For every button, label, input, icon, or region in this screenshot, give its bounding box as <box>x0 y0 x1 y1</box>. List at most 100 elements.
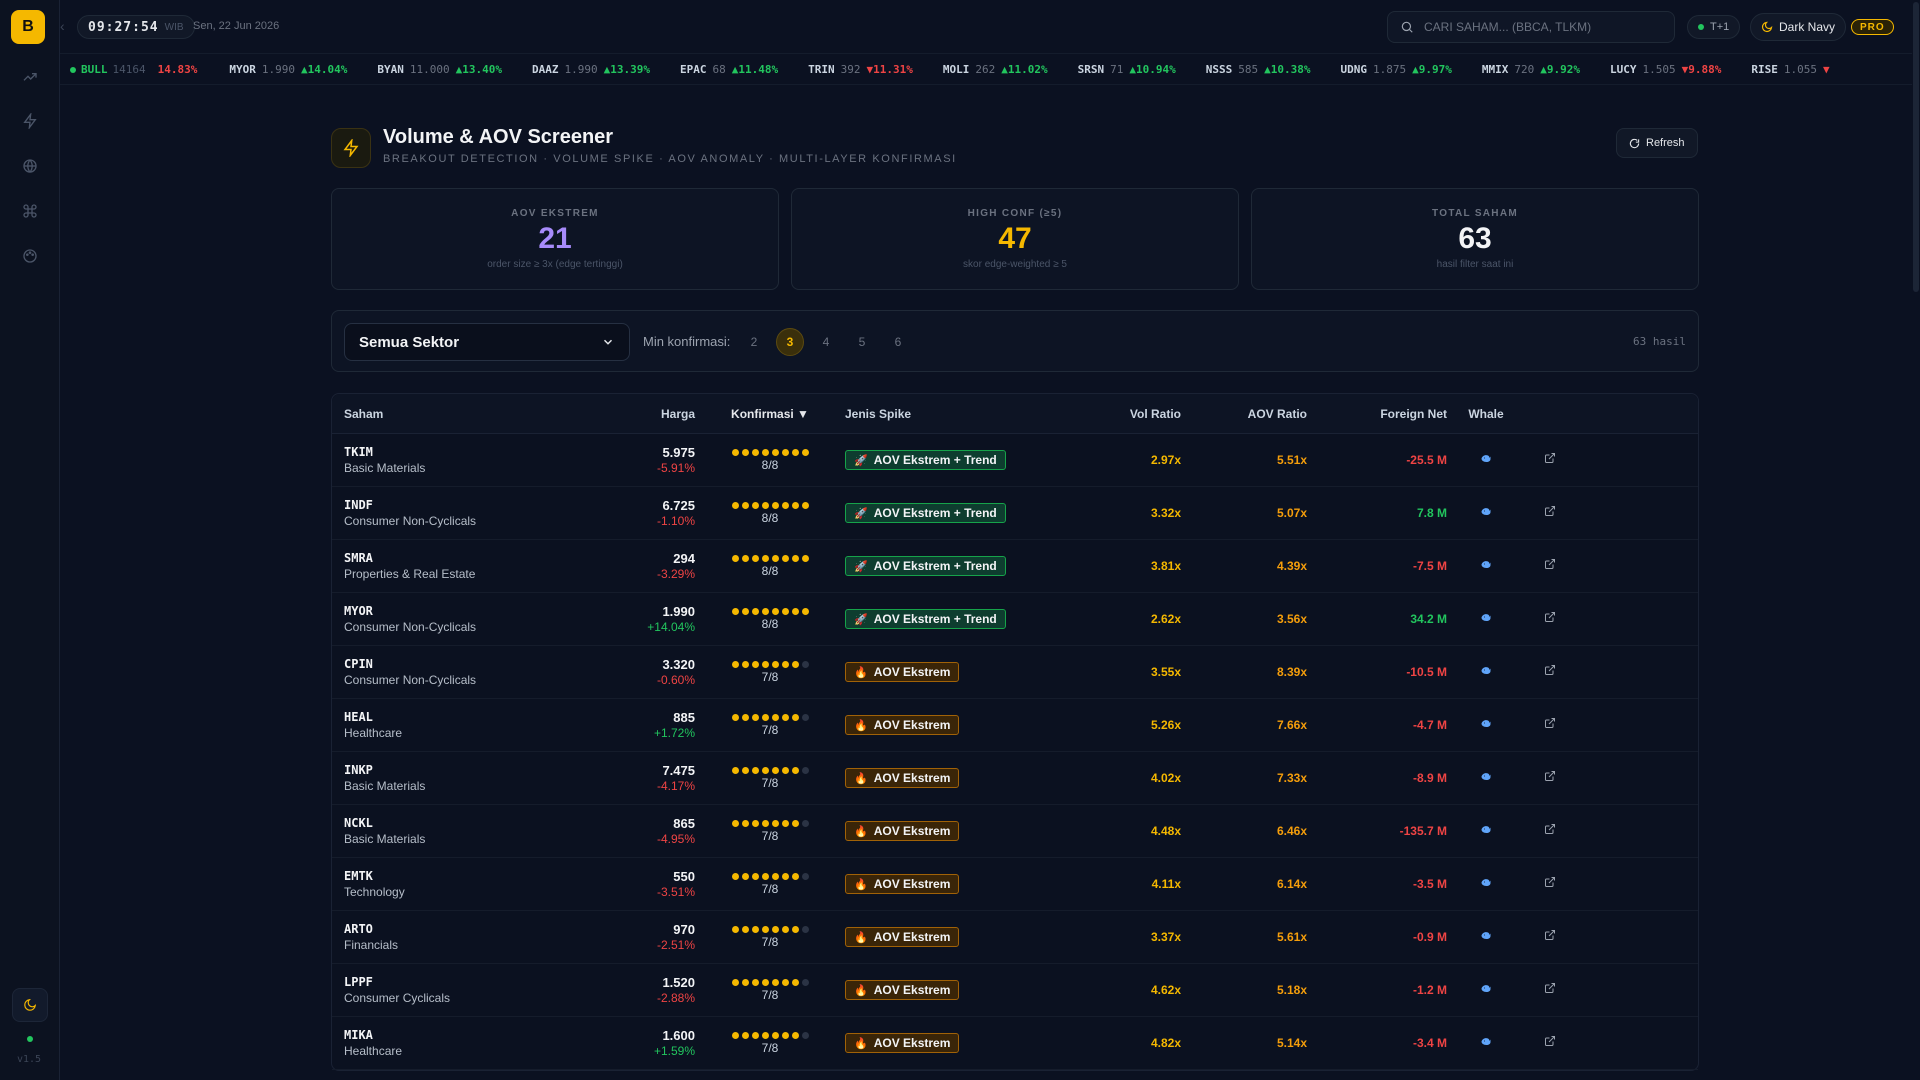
stock-code[interactable]: SMRA <box>344 551 373 565</box>
table-row[interactable]: SMRA Properties & Real Estate 294 -3.29%… <box>332 540 1698 593</box>
stock-code[interactable]: HEAL <box>344 710 373 724</box>
col-header-konfirmasi[interactable]: Konfirmasi ▼ <box>695 407 825 421</box>
external-link-icon[interactable] <box>1544 876 1556 888</box>
ticker-item[interactable]: MMIX 720 ▲ 9.92% <box>1482 63 1580 76</box>
external-link-icon[interactable] <box>1544 664 1556 676</box>
table-row[interactable]: TKIM Basic Materials 5.975 -5.91% 8/8 🚀 … <box>332 434 1698 487</box>
confirmation-dot <box>771 1031 779 1039</box>
min-konfirmasi-option[interactable]: 6 <box>894 335 902 349</box>
col-header-harga[interactable]: Harga <box>660 406 695 421</box>
stock-change: +14.04% <box>647 620 695 634</box>
ticker-item[interactable]: RISE 1.055 ▼ <box>1751 63 1829 76</box>
external-link-icon[interactable] <box>1544 823 1556 835</box>
col-header-saham[interactable]: Saham <box>344 406 384 421</box>
confirmation-dot <box>781 660 789 668</box>
table-row[interactable]: ARTO Financials 970 -2.51% 7/8 🔥 AOV Eks… <box>332 911 1698 964</box>
lightning-icon[interactable] <box>19 110 41 132</box>
stock-change: -5.91% <box>656 461 695 475</box>
external-link-icon[interactable] <box>1544 717 1556 729</box>
col-header-aov-ratio[interactable]: AOV Ratio <box>1247 406 1307 421</box>
refresh-button[interactable]: Refresh <box>1616 128 1698 158</box>
search-placeholder: CARI SAHAM... (BBCA, TLKM) <box>1424 20 1592 34</box>
ticker-item[interactable]: TRIN 392 ▼ 11.31% <box>808 63 913 76</box>
ticker-item[interactable]: MYOR 1.990 ▲ 14.04% <box>229 63 347 76</box>
col-header-foreign-net[interactable]: Foreign Net <box>1380 406 1447 421</box>
ticker-item[interactable]: LUCY 1.505 ▼ 9.88% <box>1610 63 1721 76</box>
table-row[interactable]: LPPF Consumer Cyclicals 1.520 -2.88% 7/8… <box>332 964 1698 1017</box>
chevron-left-icon[interactable]: ‹ <box>60 18 65 34</box>
min-konfirmasi-option[interactable]: 5 <box>858 335 866 349</box>
aov-ratio: 5.07x <box>1276 506 1307 520</box>
table-row[interactable]: NCKL Basic Materials 865 -4.95% 7/8 🔥 AO… <box>332 805 1698 858</box>
ticker-item[interactable]: UDNG 1.875 ▲ 9.97% <box>1341 63 1452 76</box>
theme-select-button[interactable]: Dark Navy <box>1750 13 1847 41</box>
palette-icon[interactable] <box>19 245 41 267</box>
search-input[interactable]: CARI SAHAM... (BBCA, TLKM) <box>1387 11 1675 43</box>
external-link-icon[interactable] <box>1544 505 1556 517</box>
ticker-item[interactable]: NSSS 585 ▲ 10.38% <box>1206 63 1311 76</box>
stock-code[interactable]: TKIM <box>344 445 373 459</box>
confirmation-dot <box>771 925 779 933</box>
table-row[interactable]: INKP Basic Materials 7.475 -4.17% 7/8 🔥 … <box>332 752 1698 805</box>
external-link-icon[interactable] <box>1544 1035 1556 1047</box>
cell-harga: 1.990 +14.04% <box>592 604 695 634</box>
ticker-item[interactable]: DAAZ 1.990 ▲ 13.39% <box>532 63 650 76</box>
page-subtitle: BREAKOUT DETECTION · VOLUME SPIKE · AOV … <box>383 153 957 165</box>
stock-code[interactable]: INDF <box>344 498 373 512</box>
confirmation-dot <box>791 554 799 562</box>
external-link-icon[interactable] <box>1544 611 1556 623</box>
table-row[interactable]: EMTK Technology 550 -3.51% 7/8 🔥 AOV Eks… <box>332 858 1698 911</box>
stock-code[interactable]: MIKA <box>344 1028 373 1042</box>
col-header-jenis[interactable]: Jenis Spike <box>845 406 912 421</box>
external-link-icon[interactable] <box>1544 452 1556 464</box>
spike-type-badge: 🔥 AOV Ekstrem <box>845 662 960 682</box>
ticker-item[interactable]: MOLI 262 ▲ 11.02% <box>943 63 1048 76</box>
bull-label: BULL <box>81 63 108 76</box>
cell-konfirmasi: 7/8 <box>695 925 825 949</box>
external-link-icon[interactable] <box>1544 982 1556 994</box>
confirmation-dot <box>731 554 739 562</box>
table-row[interactable]: HEAL Healthcare 885 +1.72% 7/8 🔥 AOV Eks… <box>332 699 1698 752</box>
cell-whale <box>1447 769 1525 787</box>
app-logo[interactable]: B <box>11 10 45 44</box>
ticker-item[interactable]: EPAC 68 ▲ 11.48% <box>680 63 778 76</box>
confirmation-dot <box>791 713 799 721</box>
table-row[interactable]: MIKA Healthcare 1.600 +1.59% 7/8 🔥 AOV E… <box>332 1017 1698 1070</box>
stock-code[interactable]: MYOR <box>344 604 373 618</box>
scrollbar-thumb[interactable] <box>1913 2 1919 292</box>
stock-code[interactable]: EMTK <box>344 869 373 883</box>
table-row[interactable]: INDF Consumer Non-Cyclicals 6.725 -1.10%… <box>332 487 1698 540</box>
globe-icon[interactable] <box>19 155 41 177</box>
min-konfirmasi-option[interactable]: 2 <box>750 335 758 349</box>
ticker-item[interactable]: BYAN 11.000 ▲ 13.40% <box>377 63 502 76</box>
table-row[interactable]: CPIN Consumer Non-Cyclicals 3.320 -0.60%… <box>332 646 1698 699</box>
trending-up-icon[interactable] <box>19 66 41 88</box>
confirmation-dot <box>801 872 809 880</box>
confirmation-dot <box>791 501 799 509</box>
stock-code[interactable]: ARTO <box>344 922 373 936</box>
ticker-arrow-icon: ▼ <box>1823 63 1830 76</box>
stock-code[interactable]: CPIN <box>344 657 373 671</box>
sector-select[interactable]: Semua Sektor <box>344 323 630 361</box>
confirmation-dot <box>781 978 789 986</box>
confirmation-dot <box>761 766 769 774</box>
whale-icon <box>1480 452 1492 464</box>
foreign-net: -135.7 M <box>1399 824 1447 838</box>
cell-saham: INKP Basic Materials <box>332 763 592 793</box>
min-konfirmasi-option[interactable]: 4 <box>822 335 830 349</box>
command-icon[interactable] <box>19 200 41 222</box>
stock-code[interactable]: LPPF <box>344 975 373 989</box>
external-link-icon[interactable] <box>1544 929 1556 941</box>
scrollbar-track[interactable] <box>1912 0 1920 1080</box>
ticker-change: 11.02% <box>1007 63 1048 76</box>
table-row[interactable]: MYOR Consumer Non-Cyclicals 1.990 +14.04… <box>332 593 1698 646</box>
stock-code[interactable]: INKP <box>344 763 373 777</box>
min-konfirmasi-option[interactable]: 3 <box>776 328 804 356</box>
theme-toggle-button[interactable] <box>12 988 48 1022</box>
col-header-whale[interactable]: Whale <box>1468 406 1504 421</box>
external-link-icon[interactable] <box>1544 558 1556 570</box>
external-link-icon[interactable] <box>1544 770 1556 782</box>
stock-code[interactable]: NCKL <box>344 816 373 830</box>
ticker-item[interactable]: SRSN 71 ▲ 10.94% <box>1078 63 1176 76</box>
col-header-vol-ratio[interactable]: Vol Ratio <box>1129 406 1181 421</box>
